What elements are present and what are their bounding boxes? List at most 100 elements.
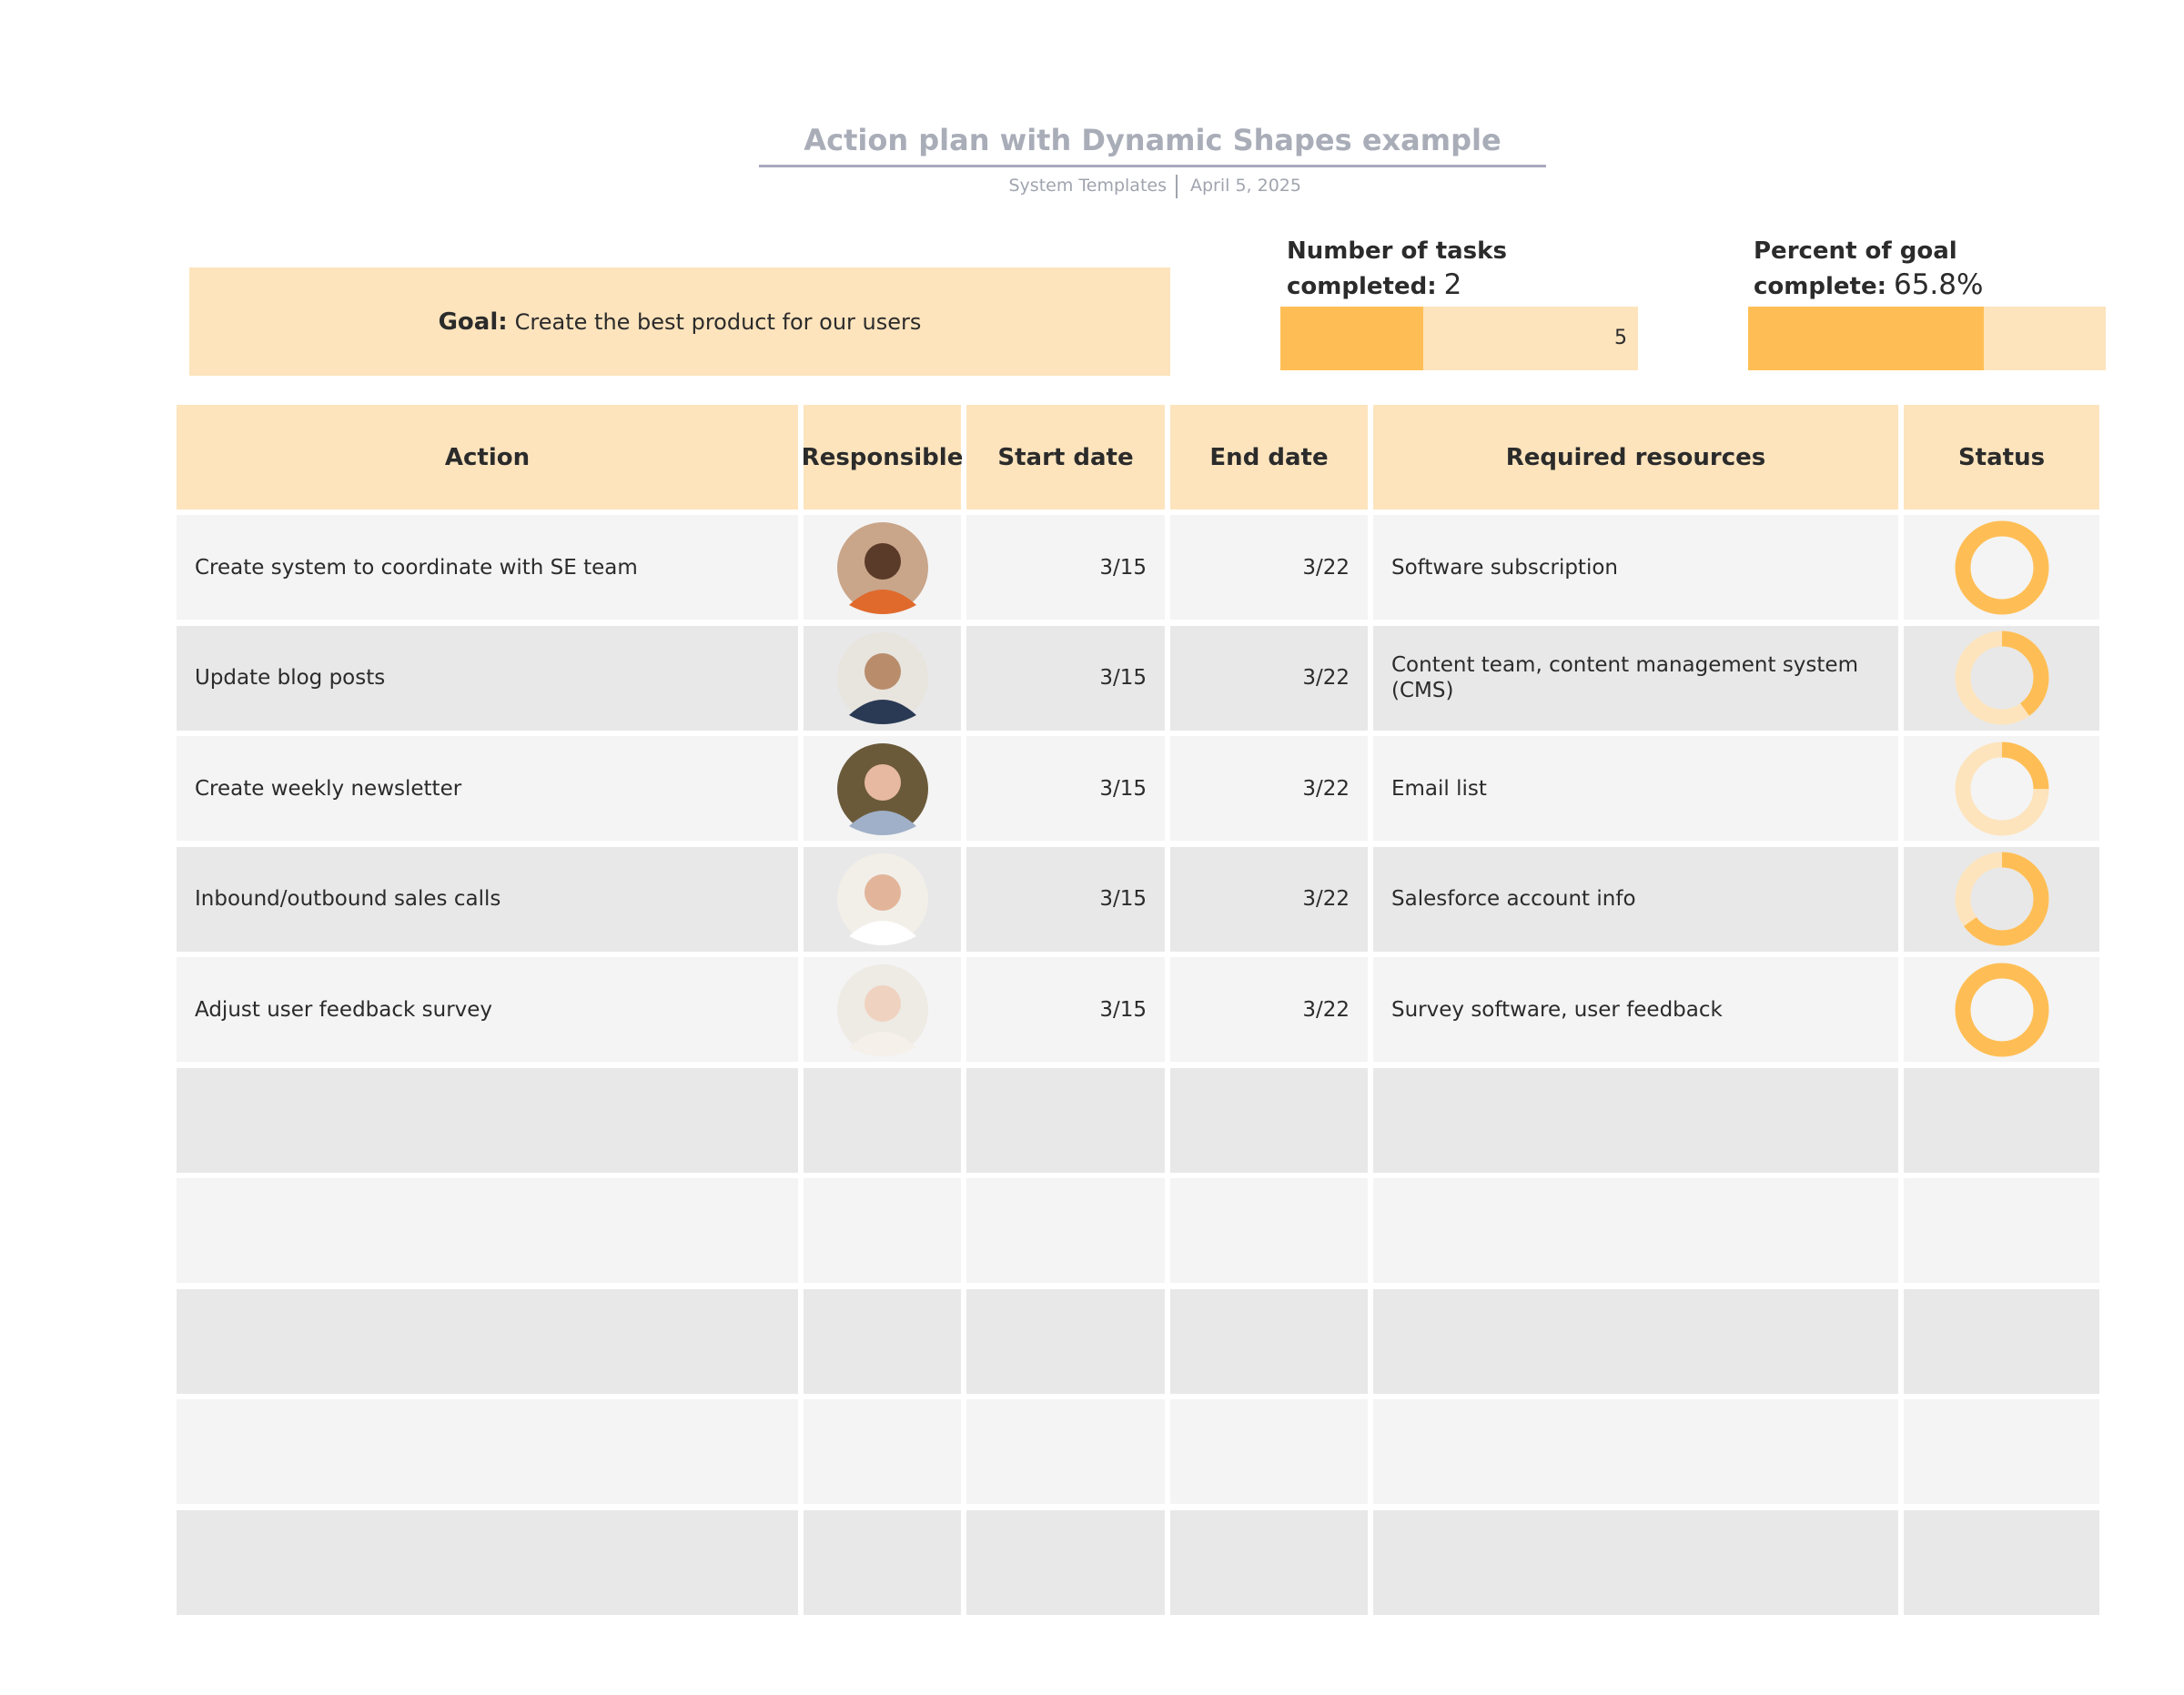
- avatar-body: [848, 1031, 916, 1056]
- source: System Templates: [1008, 176, 1168, 196]
- table-cell: [1904, 957, 2099, 1062]
- table-cell: [1373, 1067, 1898, 1173]
- status-arc: [1955, 520, 2048, 614]
- end-date: 3/22: [1302, 776, 1350, 801]
- tasks-value: 2: [1443, 268, 1462, 301]
- table-cell: 3/22: [1170, 957, 1368, 1062]
- table-cell: [177, 1178, 798, 1283]
- table-cell: Content team, content management system …: [1373, 625, 1898, 731]
- table-cell: [804, 846, 961, 952]
- tasks-track: 5: [1280, 307, 1638, 370]
- avatar-head: [864, 653, 901, 690]
- end-date: 3/22: [1302, 666, 1350, 690]
- goal-text: Create the best product for our users: [514, 308, 922, 335]
- table-cell: [1904, 1509, 2099, 1615]
- table-cell: [1170, 1288, 1368, 1394]
- table-cell: 3/22: [1170, 515, 1368, 620]
- table-cell: [1170, 1509, 1368, 1615]
- status-arc: [1955, 631, 2048, 725]
- table-cell: Create weekly newsletter: [177, 736, 798, 841]
- avatar-body: [848, 810, 916, 835]
- avatar-body: [848, 700, 916, 724]
- column-header: Start date: [966, 405, 1165, 510]
- percent-label-text: Percent of goal complete:: [1754, 237, 1957, 300]
- table-cell: [1170, 1067, 1368, 1173]
- table-cell: Adjust user feedback survey: [177, 957, 798, 1062]
- table-cell: [1904, 625, 2099, 731]
- table-cell: 3/15: [966, 957, 1165, 1062]
- column-header: Status: [1904, 405, 2099, 510]
- table-cell: [804, 625, 961, 731]
- avatar-body: [848, 921, 916, 945]
- start-date: 3/15: [1099, 887, 1147, 911]
- tasks-label-text: Number of tasks completed:: [1287, 237, 1507, 300]
- table-cell: [1904, 1399, 2099, 1504]
- avatar: [836, 742, 928, 835]
- table-cell: 3/15: [966, 846, 1165, 952]
- percent-bar: [1748, 307, 1984, 370]
- table-cell: [1904, 846, 2099, 952]
- action-text: Adjust user feedback survey: [195, 997, 493, 1022]
- table-cell: Inbound/outbound sales calls: [177, 846, 798, 952]
- avatar-body: [848, 589, 916, 614]
- table-cell: [1373, 1509, 1898, 1615]
- goal-label: Goal:: [438, 308, 508, 336]
- avatar-head: [864, 542, 901, 580]
- table-cell: [966, 1288, 1165, 1394]
- avatar: [836, 632, 928, 724]
- start-date: 3/15: [1099, 666, 1147, 690]
- table-cell: [804, 957, 961, 1062]
- table-cell: [1904, 1178, 2099, 1283]
- column-header: Action: [177, 405, 798, 510]
- table-cell: 3/22: [1170, 846, 1368, 952]
- table-cell: Update blog posts: [177, 625, 798, 731]
- divider: [1176, 175, 1178, 198]
- column-header: End date: [1170, 405, 1368, 510]
- avatar-head: [864, 984, 901, 1022]
- end-date: 3/22: [1302, 887, 1350, 911]
- title-underline: [759, 165, 1546, 167]
- page-title: Action plan with Dynamic Shapes example: [804, 123, 1502, 157]
- table-cell: Salesforce account info: [1373, 846, 1898, 952]
- percent-track: [1748, 307, 2106, 370]
- table-cell: [1904, 1288, 2099, 1394]
- column-header: Required resources: [1373, 405, 1898, 510]
- table-cell: [1904, 736, 2099, 841]
- action-text: Update blog posts: [195, 666, 386, 690]
- avatar-head: [864, 874, 901, 911]
- tasks-label: Number of tasks completed: 2: [1287, 235, 1523, 304]
- table-cell: [804, 1399, 961, 1504]
- start-date: 3/15: [1099, 555, 1147, 580]
- action-text: Inbound/outbound sales calls: [195, 887, 501, 911]
- resources-text: Survey software, user feedback: [1391, 997, 1723, 1022]
- column-header: Responsible: [802, 405, 963, 510]
- table-cell: [177, 1288, 798, 1394]
- table-cell: [1373, 1399, 1898, 1504]
- table-cell: Create system to coordinate with SE team: [177, 515, 798, 620]
- avatar: [836, 964, 928, 1056]
- goal-box: Goal: Create the best product for our use…: [189, 267, 1170, 376]
- status-donut: [1955, 520, 2048, 614]
- percent-label: Percent of goal complete: 65.8%: [1754, 235, 1990, 304]
- table-cell: [966, 1399, 1165, 1504]
- start-date: 3/15: [1099, 776, 1147, 801]
- resources-text: Software subscription: [1391, 555, 1618, 580]
- table-cell: [1904, 1067, 2099, 1173]
- action-text: Create system to coordinate with SE team: [195, 555, 638, 580]
- table-cell: [804, 736, 961, 841]
- tasks-max: 5: [1614, 327, 1627, 349]
- status-donut: [1955, 742, 2048, 835]
- table-cell: [804, 1288, 961, 1394]
- table-cell: 3/15: [966, 625, 1165, 731]
- table-cell: Email list: [1373, 736, 1898, 841]
- status-arc: [1955, 852, 2048, 946]
- table-cell: [1373, 1288, 1898, 1394]
- status-donut: [1955, 852, 2048, 946]
- status-arc: [1955, 742, 2048, 835]
- table-cell: Survey software, user feedback: [1373, 957, 1898, 1062]
- table-cell: [177, 1067, 798, 1173]
- resources-text: Content team, content management system …: [1391, 653, 1858, 702]
- status-arc: [1955, 963, 2048, 1056]
- start-date: 3/15: [1099, 997, 1147, 1022]
- table-cell: 3/15: [966, 736, 1165, 841]
